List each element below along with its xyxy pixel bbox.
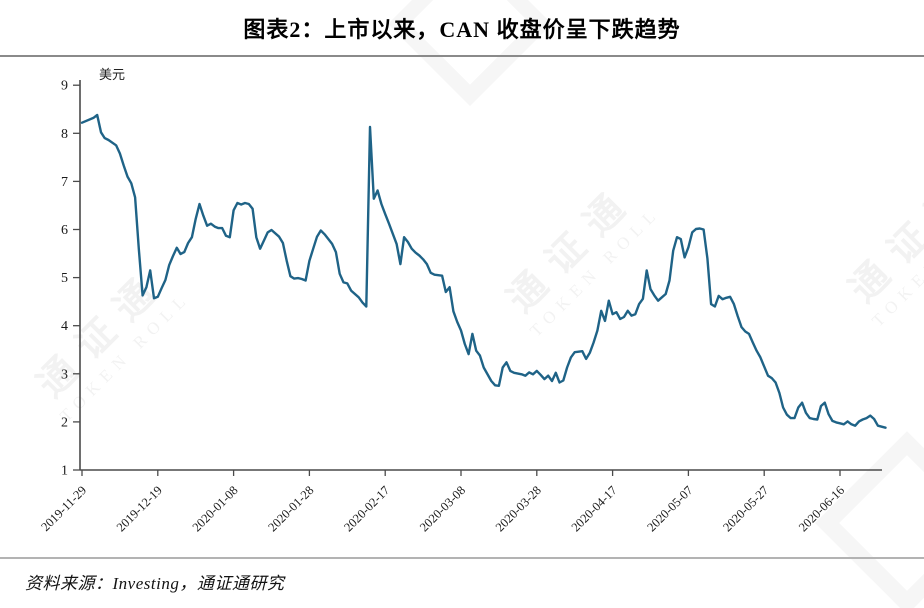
y-tick-label: 9 (61, 79, 68, 94)
page-title: 图表2：上市以来，CAN 收盘价呈下跌趋势 (243, 17, 681, 42)
y-axis-unit-label: 美元 (99, 67, 126, 82)
y-tick-label: 8 (61, 127, 68, 142)
x-tick-label: 2020-01-28 (265, 483, 316, 534)
x-tick-label: 2019-11-29 (38, 483, 89, 534)
y-tick-label: 3 (61, 367, 68, 382)
x-tick-label: 2020-03-08 (417, 483, 468, 534)
y-tick-label: 6 (61, 223, 68, 238)
x-tick-label: 2020-05-27 (720, 483, 771, 534)
bottom-divider (0, 557, 924, 559)
x-tick-label: 2020-04-17 (569, 483, 620, 534)
y-tick-label: 5 (61, 271, 68, 286)
y-tick-label: 1 (61, 464, 68, 479)
x-tick-label: 2020-03-28 (493, 483, 544, 534)
price-line (80, 113, 887, 429)
x-tick-label: 2020-06-16 (796, 483, 847, 534)
y-tick-label: 4 (61, 319, 68, 334)
y-tick-label: 7 (61, 175, 68, 190)
x-tick-label: 2020-02-17 (341, 483, 392, 534)
top-divider (0, 55, 924, 57)
x-tick-label: 2019-12-19 (114, 483, 165, 534)
source-note: 资料来源：Investing，通证通研究 (25, 574, 285, 593)
x-tick-label: 2020-01-08 (190, 483, 241, 534)
y-tick-label: 2 (61, 415, 68, 430)
x-tick-label: 2020-05-07 (644, 483, 695, 534)
